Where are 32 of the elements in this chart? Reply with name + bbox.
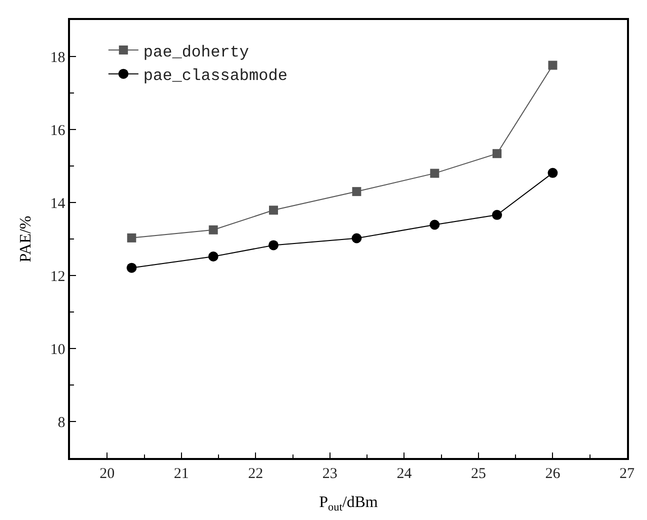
y-tick-label: 14 [50,196,66,212]
point [268,206,278,215]
x-tick-label: 22 [248,466,264,482]
point [208,252,218,262]
point [352,187,362,196]
y-tick-label: 12 [50,268,66,285]
point [430,220,440,230]
x-axis-title: P$_{out}$/dBm [319,494,378,514]
y-tick-label: 10 [50,342,66,358]
y-tick-label: 16 [50,122,66,139]
point [548,168,558,178]
y-tick-label: 8 [58,414,66,431]
point [352,233,362,244]
x-tick-label: 26 [545,466,561,482]
point [430,168,440,178]
x-tick-label: 25 [470,466,486,482]
point [268,240,278,250]
x-tick-label: 24 [396,466,412,482]
x-tick-label: 20 [100,466,115,482]
point [208,225,218,234]
x-tick-label: 27 [620,466,635,482]
legend-label: pae_classabmode [143,67,288,86]
y-axis-title: PAE/% [18,216,35,262]
point [548,60,558,70]
x-tick-label: 21 [174,466,189,482]
point [126,262,137,273]
point [492,210,502,220]
point [127,233,136,242]
legend-label: pae_doherty [143,43,250,62]
point [492,149,502,158]
x-tick-label: 23 [322,466,338,482]
y-tick-label: 18 [50,50,66,66]
